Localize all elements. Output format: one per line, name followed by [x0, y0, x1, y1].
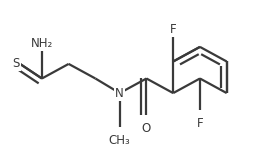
- Text: NH₂: NH₂: [31, 37, 53, 50]
- Text: CH₃: CH₃: [109, 134, 131, 147]
- Text: S: S: [13, 57, 20, 70]
- Text: O: O: [142, 122, 151, 135]
- Text: F: F: [170, 23, 177, 36]
- Text: N: N: [115, 87, 124, 100]
- Text: F: F: [197, 117, 203, 130]
